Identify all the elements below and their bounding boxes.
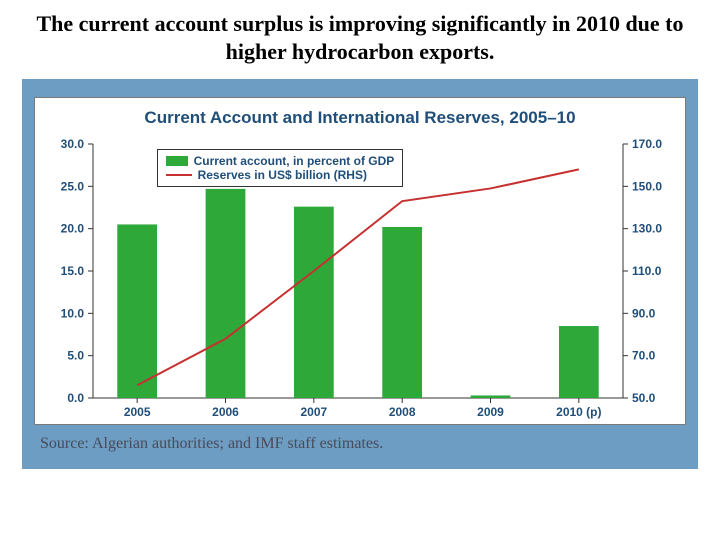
svg-text:2010 (p): 2010 (p) [556,405,601,419]
svg-text:0.0: 0.0 [67,391,84,405]
legend-item-line: Reserves in US$ billion (RHS) [166,168,395,182]
legend-label-line: Reserves in US$ billion (RHS) [198,168,367,182]
svg-text:110.0: 110.0 [632,264,662,278]
legend-swatch-bar [166,156,188,166]
slide: The current account surplus is improving… [0,0,720,540]
page-title: The current account surplus is improving… [0,0,720,73]
chart-frame: Current Account and International Reserv… [22,79,698,469]
svg-text:2009: 2009 [477,405,504,419]
bar [117,224,157,398]
legend-item-bars: Current account, in percent of GDP [166,154,395,168]
svg-text:150.0: 150.0 [632,179,662,193]
bar [294,207,334,398]
svg-text:170.0: 170.0 [632,137,662,151]
svg-text:2007: 2007 [300,405,327,419]
bar [471,395,511,398]
bar [382,227,422,398]
chart-title: Current Account and International Reserv… [35,98,685,134]
bar [559,326,599,398]
svg-text:5.0: 5.0 [67,349,84,363]
svg-text:2008: 2008 [389,405,416,419]
svg-text:20.0: 20.0 [61,222,85,236]
chart-card: Current Account and International Reserv… [34,97,686,425]
svg-text:15.0: 15.0 [61,264,85,278]
svg-text:90.0: 90.0 [632,306,656,320]
legend: Current account, in percent of GDP Reser… [157,149,404,187]
bar [206,189,246,398]
svg-text:2005: 2005 [124,405,151,419]
svg-text:2006: 2006 [212,405,239,419]
svg-text:130.0: 130.0 [632,222,662,236]
svg-text:10.0: 10.0 [61,306,85,320]
legend-swatch-line [166,174,192,176]
svg-text:30.0: 30.0 [61,137,85,151]
legend-label-bars: Current account, in percent of GDP [194,154,395,168]
svg-text:70.0: 70.0 [632,349,656,363]
svg-text:50.0: 50.0 [632,391,656,405]
svg-text:25.0: 25.0 [61,179,85,193]
plot-area: 0.0 5.0 10.0 15.0 20.0 25.0 30.0 50.0 70.0 90.0 11… [45,134,675,424]
source-note: Source: Algerian authorities; and IMF st… [34,425,686,457]
reserves-line [137,169,579,385]
